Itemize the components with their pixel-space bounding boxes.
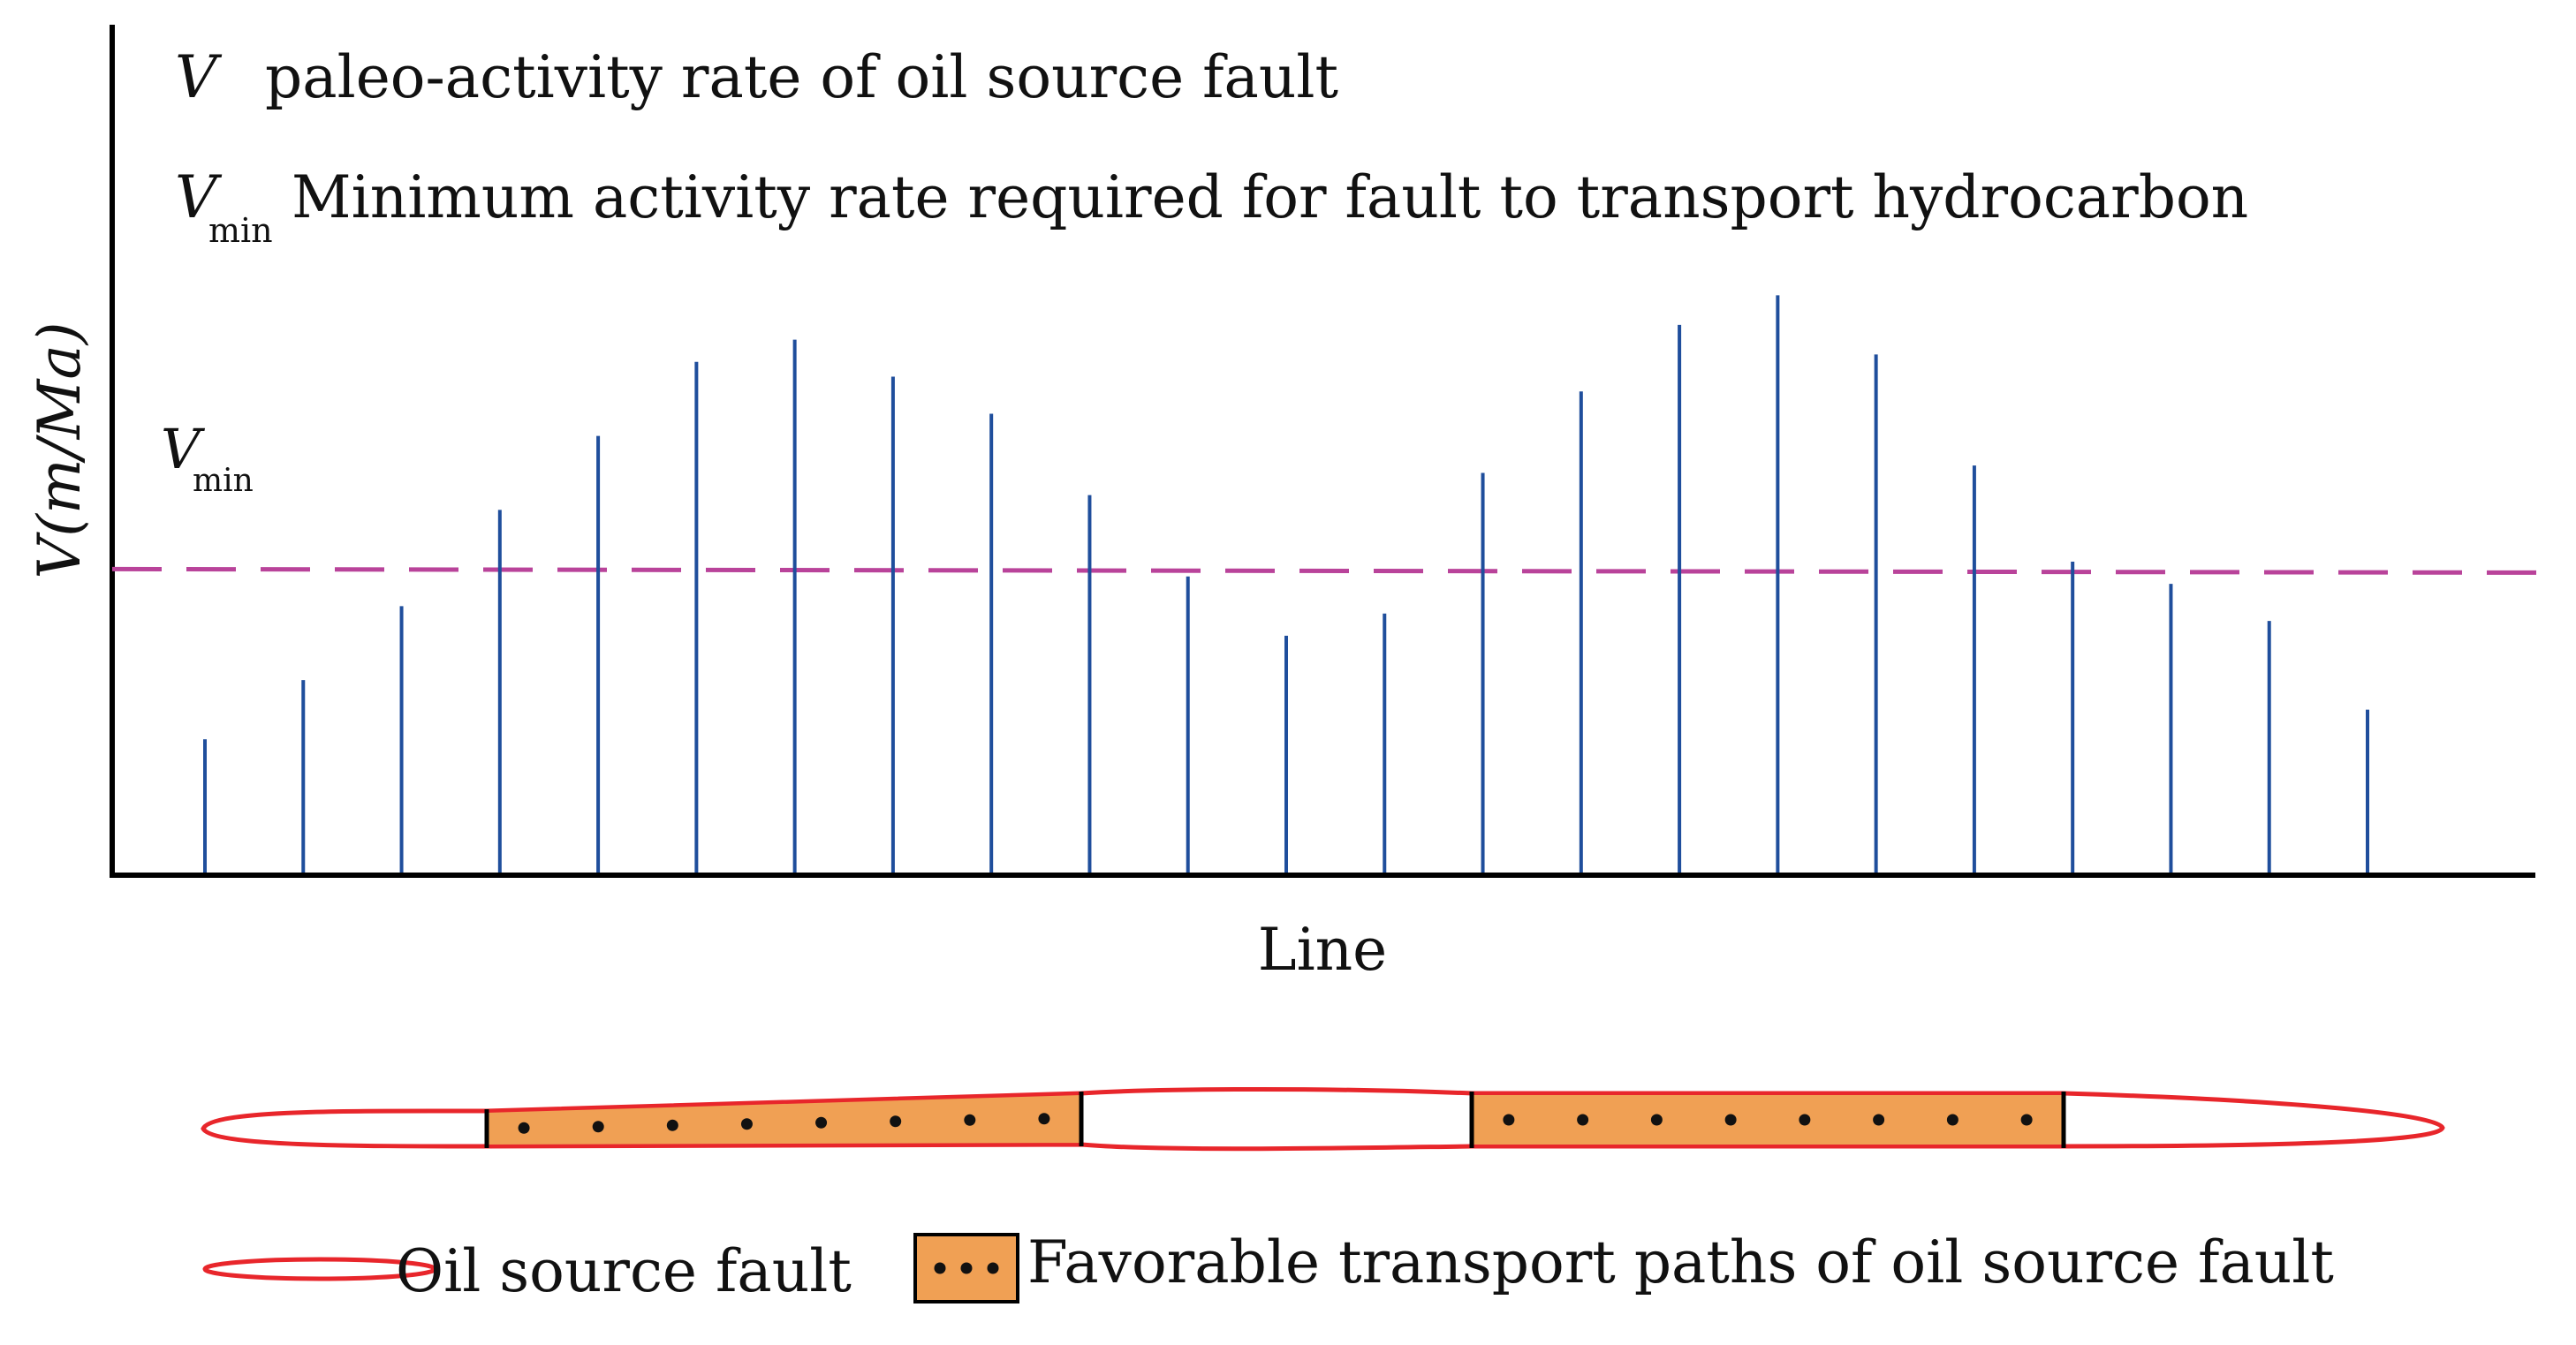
top-legend: V paleo-activity rate of oil source faul… xyxy=(175,43,2248,250)
vmin-symbol: V xyxy=(175,163,223,231)
transport-path-dot xyxy=(740,1118,753,1130)
vmin-threshold-line xyxy=(111,566,2552,575)
oil-source-fault-legend-label: Oil source fault xyxy=(396,1237,852,1305)
transport-path-dot xyxy=(666,1119,678,1131)
transport-path-dot xyxy=(815,1116,828,1129)
transport-path-dot xyxy=(1873,1114,1885,1126)
transport-path-dot xyxy=(518,1122,530,1134)
y-axis-label: V(m/Ma) xyxy=(26,322,94,579)
transport-path-dot xyxy=(592,1121,604,1133)
vmin-subscript: min xyxy=(208,211,273,250)
transport-path-segment-1 xyxy=(485,1091,1083,1149)
transport-path-dot xyxy=(1038,1113,1050,1125)
x-axis-label: Line xyxy=(1258,916,1388,984)
oil-source-fault-legend-icon xyxy=(202,1257,437,1281)
transport-path-dot xyxy=(2020,1114,2033,1126)
transport-path-dot xyxy=(1577,1114,1589,1126)
transport-path-dots xyxy=(518,1113,2033,1134)
legend-swatch-dot xyxy=(987,1262,999,1274)
bottom-legend: Oil source fault Favorable transport pat… xyxy=(202,1228,2334,1305)
chart-axes: V(m/Ma) Line xyxy=(26,25,2535,984)
oil-source-fault-outline xyxy=(201,1087,2445,1152)
transport-path-legend-dots xyxy=(934,1262,999,1274)
transport-path-dot xyxy=(964,1114,976,1126)
v-symbol: V xyxy=(175,43,223,111)
vmin-threshold-subscript: min xyxy=(193,463,254,499)
activity-rate-bars xyxy=(203,295,2369,873)
vmin-description: Minimum activity rate required for fault… xyxy=(292,163,2248,231)
transport-path-segments xyxy=(484,1091,2066,1149)
transport-path-dot xyxy=(1724,1114,1737,1126)
transport-path-legend-label: Favorable transport paths of oil source … xyxy=(1027,1228,2334,1296)
transport-path-dot xyxy=(890,1115,902,1128)
v-description: paleo-activity rate of oil source fault xyxy=(265,43,1338,111)
vmin-threshold: V min xyxy=(111,417,2552,575)
fault-diagram xyxy=(201,1087,2445,1152)
legend-swatch-dot xyxy=(934,1262,946,1274)
transport-path-dot xyxy=(1799,1114,1811,1126)
transport-path-dot xyxy=(1946,1114,1959,1126)
transport-path-dot xyxy=(1650,1114,1663,1126)
legend-swatch-dot xyxy=(960,1262,973,1274)
transport-path-dot xyxy=(1503,1114,1515,1126)
transport-path-segment-2 xyxy=(1470,1092,2065,1148)
vmin-threshold-symbol: V xyxy=(161,417,206,481)
